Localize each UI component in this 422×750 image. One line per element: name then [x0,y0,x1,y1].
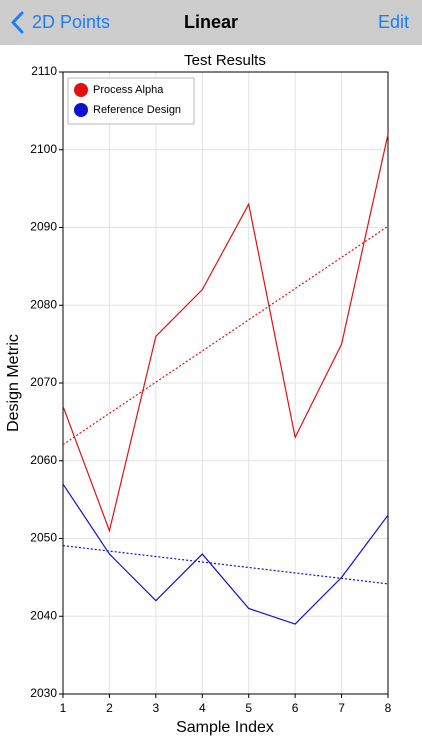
y-tick-label: 2070 [30,375,57,389]
back-chevron[interactable] [11,11,24,34]
x-axis-label: Sample Index [176,719,274,736]
legend-marker [74,103,88,117]
y-tick-label: 2030 [30,686,57,700]
trend-line [62,545,389,585]
x-tick-label: 3 [153,701,160,715]
y-tick-label: 2110 [31,64,57,78]
series-line [62,483,389,625]
y-axis-label: Design Metric [5,334,22,432]
legend: Process Alpha Reference Design [67,77,195,125]
edit-button[interactable]: Edit [378,12,409,32]
nav-bar [0,0,422,45]
plot-frame [62,71,389,695]
x-tick-label: 2 [106,701,113,715]
y-tick-label: 2050 [30,531,57,545]
y-tick-label: 2040 [30,608,57,622]
y-tick-label: 2100 [30,142,57,156]
x-tick-label: 6 [292,701,299,715]
legend-marker [74,83,88,97]
x-tick-label: 4 [199,701,206,715]
y-tick-label: 2090 [30,220,57,234]
back-button[interactable]: 2D Points [32,12,110,32]
nav-title: Linear [184,12,238,32]
legend-label: Reference Design [93,104,181,116]
y-tick-label: 2080 [30,297,57,311]
trend-line [62,225,389,446]
x-tick-label: 8 [385,701,392,715]
x-tick-label: 7 [338,701,345,715]
chart-title: Test Results [184,52,266,69]
x-tick-label: 1 [60,701,67,715]
series-line [62,134,389,533]
legend-box [67,77,195,125]
x-tick-label: 5 [245,701,252,715]
y-tick-label: 2060 [30,453,57,467]
legend-label: Process Alpha [93,84,164,96]
